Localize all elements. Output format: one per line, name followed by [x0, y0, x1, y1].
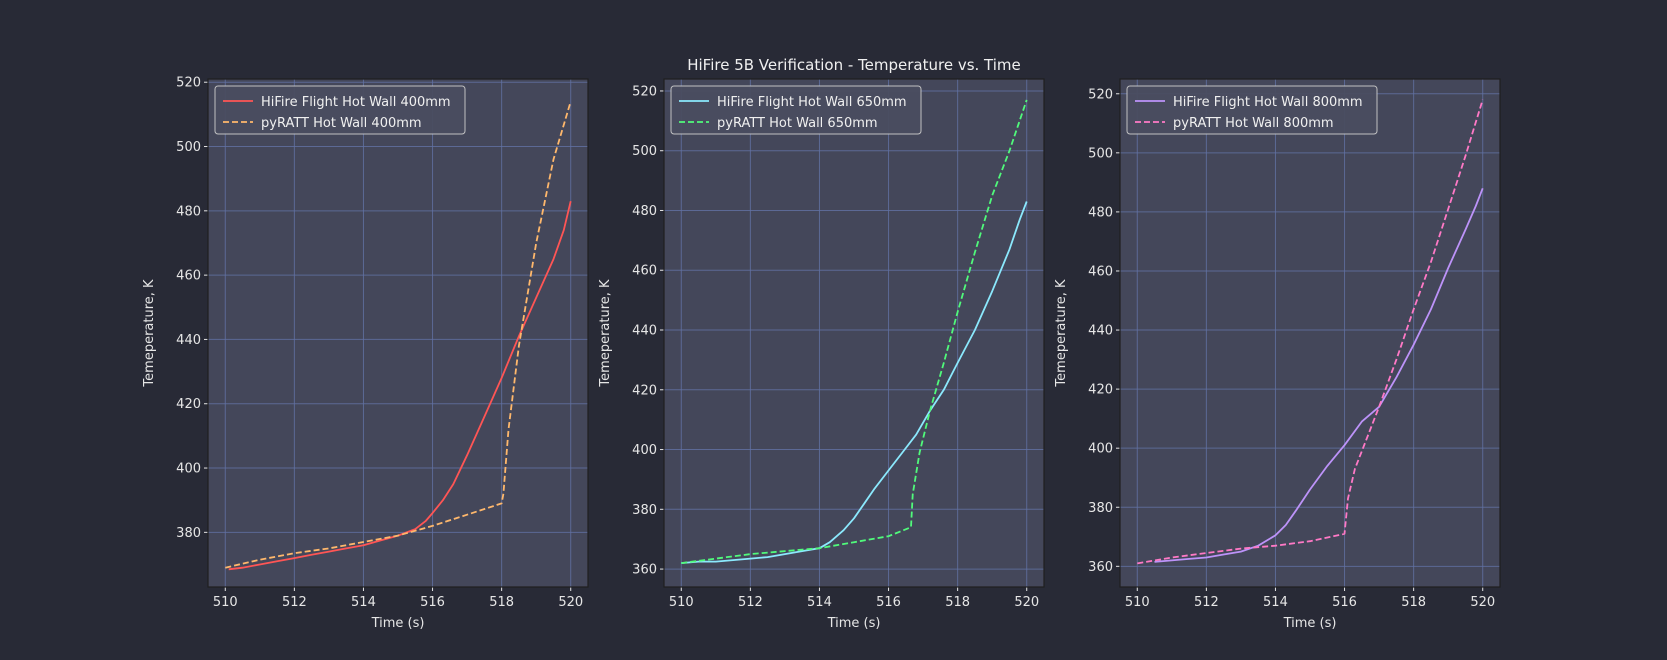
y-tick-label: 420 — [632, 383, 657, 398]
chart-panel-3: 510 512 514 516 518 520 360 380 400 420 440 460 480 5… — [1054, 78, 1501, 631]
y-tick-label: 400 — [1088, 442, 1113, 457]
y-tick-label: 400 — [632, 443, 657, 458]
x-tick-label: 518 — [489, 595, 514, 610]
plot-frame — [207, 78, 589, 588]
y-tick-label: 500 — [1088, 146, 1113, 161]
x-axis-label: Time (s) — [827, 616, 881, 631]
y-tick-label: 500 — [632, 144, 657, 159]
y-tick-label: 480 — [1088, 205, 1113, 220]
plot-frame — [1119, 78, 1501, 588]
y-axis-label: Temeperature, K — [1054, 279, 1069, 388]
x-tick-label: 520 — [1470, 595, 1495, 610]
series-line-1 — [681, 201, 1028, 564]
y-tick-label: 380 — [176, 526, 201, 541]
plot-area — [1120, 79, 1500, 587]
legend-box — [670, 85, 922, 135]
x-tick-label: 512 — [282, 595, 307, 610]
x-tick-label: 516 — [420, 595, 445, 610]
series-line-2 — [1137, 99, 1484, 565]
plot-frame — [663, 78, 1045, 588]
y-axis-label: Temeperature, K — [142, 279, 157, 388]
series-line-2 — [225, 101, 572, 569]
x-tick-label: 518 — [945, 595, 970, 610]
legend: HiFire Flight Hot Wall 650mm pyRATT Hot W… — [670, 85, 922, 135]
series-line-2 — [681, 99, 1028, 564]
legend-label-1: HiFire Flight Hot Wall 800mm — [1173, 95, 1363, 110]
y-tick-label: 420 — [176, 397, 201, 412]
y-tick-label: 380 — [632, 503, 657, 518]
x-tick-label: 514 — [1263, 595, 1288, 610]
x-tick-label: 520 — [1014, 595, 1039, 610]
y-tick-label: 440 — [632, 324, 657, 339]
legend: HiFire Flight Hot Wall 400mm pyRATT Hot W… — [214, 85, 466, 135]
y-tick-label: 440 — [1088, 324, 1113, 339]
y-tick-label: 520 — [176, 76, 201, 91]
y-tick-label: 360 — [632, 563, 657, 578]
y-tick-label: 460 — [176, 269, 201, 284]
y-tick-label: 520 — [632, 84, 657, 99]
y-tick-label: 480 — [632, 204, 657, 219]
legend-label-2: pyRATT Hot Wall 650mm — [717, 116, 878, 131]
y-tick-label: 460 — [632, 264, 657, 279]
plot-area — [664, 79, 1044, 587]
y-tick-label: 500 — [176, 140, 201, 155]
y-tick-label: 520 — [1088, 87, 1113, 102]
chart-panel-2: 510 512 514 516 518 520 360 380 400 420 440 460 480 5… — [598, 78, 1045, 631]
x-tick-label: 516 — [876, 595, 901, 610]
x-tick-label: 510 — [1125, 595, 1150, 610]
x-tick-label: 514 — [807, 595, 832, 610]
legend-box — [1126, 85, 1378, 135]
x-tick-label: 510 — [213, 595, 238, 610]
series-line-1 — [1154, 187, 1484, 563]
legend: HiFire Flight Hot Wall 800mm pyRATT Hot W… — [1126, 85, 1378, 135]
chart-panels: 510 512 514 516 518 5203804004204404604805005… — [142, 76, 1501, 631]
figure-title: HiFire 5B Verification - Temperature vs.… — [687, 56, 1021, 74]
y-tick-label: 420 — [1088, 383, 1113, 398]
y-tick-label: 440 — [176, 333, 201, 348]
x-tick-label: 516 — [1332, 595, 1357, 610]
plot-area — [208, 79, 588, 587]
x-tick-label: 510 — [669, 595, 694, 610]
x-axis-label: Time (s) — [371, 616, 425, 631]
x-tick-label: 518 — [1401, 595, 1426, 610]
x-tick-label: 512 — [738, 595, 763, 610]
x-tick-label: 520 — [558, 595, 583, 610]
y-tick-label: 400 — [176, 462, 201, 477]
legend-label-2: pyRATT Hot Wall 800mm — [1173, 116, 1334, 131]
y-tick-label: 380 — [1088, 501, 1113, 516]
y-tick-label: 480 — [176, 204, 201, 219]
legend-label-1: HiFire Flight Hot Wall 400mm — [261, 95, 451, 110]
y-axis-label: Temeperature, K — [598, 279, 613, 388]
legend-label-2: pyRATT Hot Wall 400mm — [261, 116, 422, 131]
y-tick-label: 460 — [1088, 264, 1113, 279]
legend-box — [214, 85, 466, 135]
y-tick-label: 360 — [1088, 560, 1113, 575]
x-tick-label: 514 — [351, 595, 376, 610]
legend-label-1: HiFire Flight Hot Wall 650mm — [717, 95, 907, 110]
chart-panel-1: 510 512 514 516 518 520 380 400 420 440 460 480 500 5… — [142, 76, 589, 631]
x-axis-label: Time (s) — [1283, 616, 1337, 631]
x-tick-label: 512 — [1194, 595, 1219, 610]
